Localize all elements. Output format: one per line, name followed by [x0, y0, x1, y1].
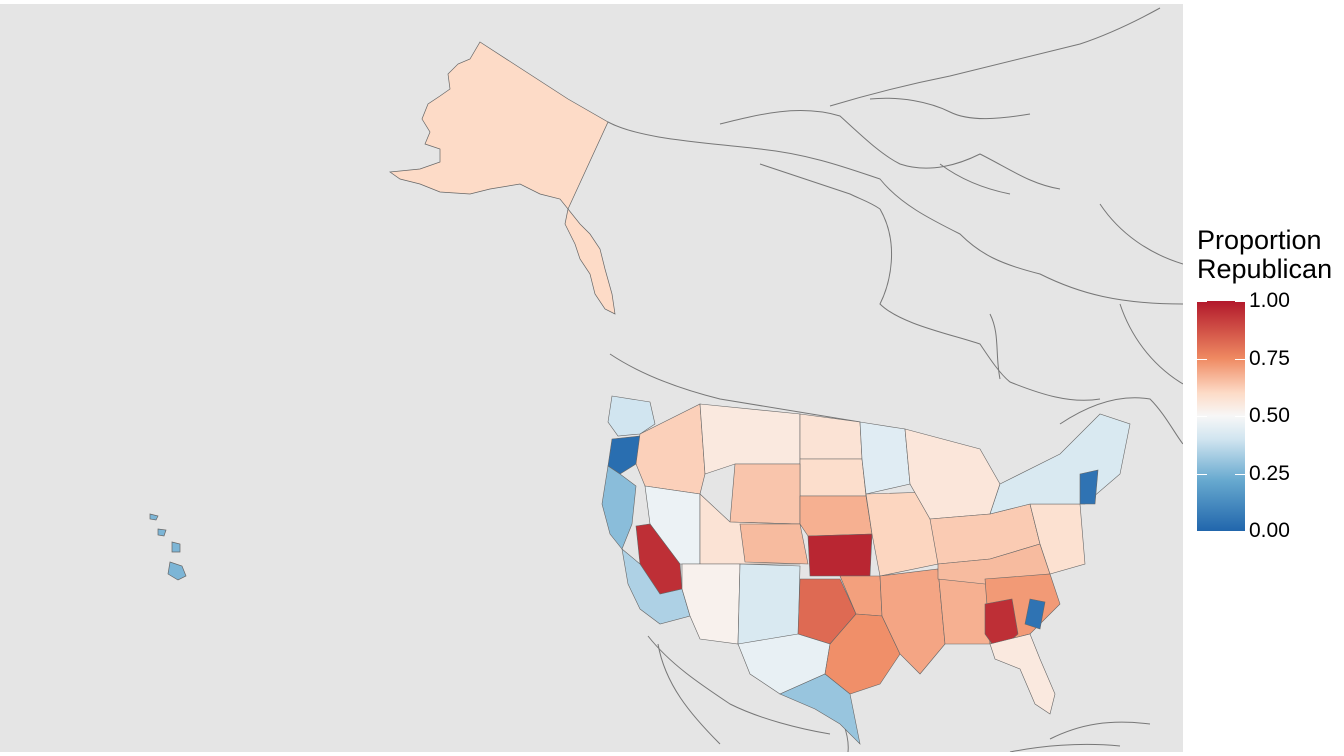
region-wyoming[interactable] — [729, 463, 801, 525]
region-hawaii[interactable] — [149, 513, 159, 521]
region-new-england-coast[interactable] — [1079, 469, 1099, 505]
region-oregon-west[interactable] — [607, 435, 641, 475]
legend-tick-mark — [1235, 358, 1245, 360]
region-alaska[interactable] — [389, 41, 609, 210]
region-nebraska[interactable] — [799, 495, 873, 537]
region-south-dakota[interactable] — [799, 458, 867, 497]
region-florida[interactable] — [989, 633, 1056, 715]
region-alaska[interactable] — [564, 208, 616, 315]
region-kansas[interactable] — [807, 533, 873, 577]
legend-tick-label: 0.75 — [1249, 346, 1290, 370]
legend-tick-mark — [1235, 301, 1245, 302]
region-minnesota[interactable] — [859, 421, 911, 495]
region-south-carolina-coast[interactable] — [1024, 598, 1046, 630]
region-arizona[interactable] — [681, 563, 741, 645]
region-texas-south[interactable] — [779, 673, 861, 745]
legend-tick-label: 1.00 — [1249, 289, 1290, 312]
region-new-mexico[interactable] — [737, 563, 801, 645]
region-north-dakota[interactable] — [799, 413, 863, 460]
legend-tick-mark — [1197, 416, 1207, 417]
legend-tick-label: 0.50 — [1249, 404, 1290, 427]
legend-tick-mark — [1197, 358, 1207, 360]
color-legend: Proportion Republican 1.00 0.75 0.50 0.25 0.… — [1197, 225, 1344, 542]
choropleth-map[interactable] — [0, 4, 1183, 752]
legend-title-line1: Proportion — [1197, 225, 1322, 255]
region-hawaii[interactable] — [157, 528, 167, 537]
legend-tick-label: 0.25 — [1249, 461, 1290, 485]
hawaii-islands — [149, 513, 187, 581]
legend-tick-mark — [1235, 473, 1245, 475]
legend-tick-mark — [1235, 416, 1245, 417]
region-california-north-coast[interactable] — [601, 465, 637, 550]
canada-outline — [607, 7, 1183, 445]
legend-title-line2: Republican — [1197, 254, 1333, 284]
region-hawaii[interactable] — [167, 561, 187, 581]
legend-tick-mark — [1197, 473, 1207, 475]
region-northeast[interactable] — [989, 413, 1131, 515]
region-colorado-east[interactable] — [739, 523, 809, 565]
legend-tick-mark — [1197, 301, 1207, 302]
region-hawaii[interactable] — [171, 541, 181, 553]
region-montana[interactable] — [699, 403, 801, 475]
legend-tick-mark — [1235, 531, 1245, 532]
map-panel — [0, 4, 1183, 752]
legend-tick-label: 0.00 — [1249, 519, 1290, 542]
legend-tick-mark — [1197, 531, 1207, 532]
